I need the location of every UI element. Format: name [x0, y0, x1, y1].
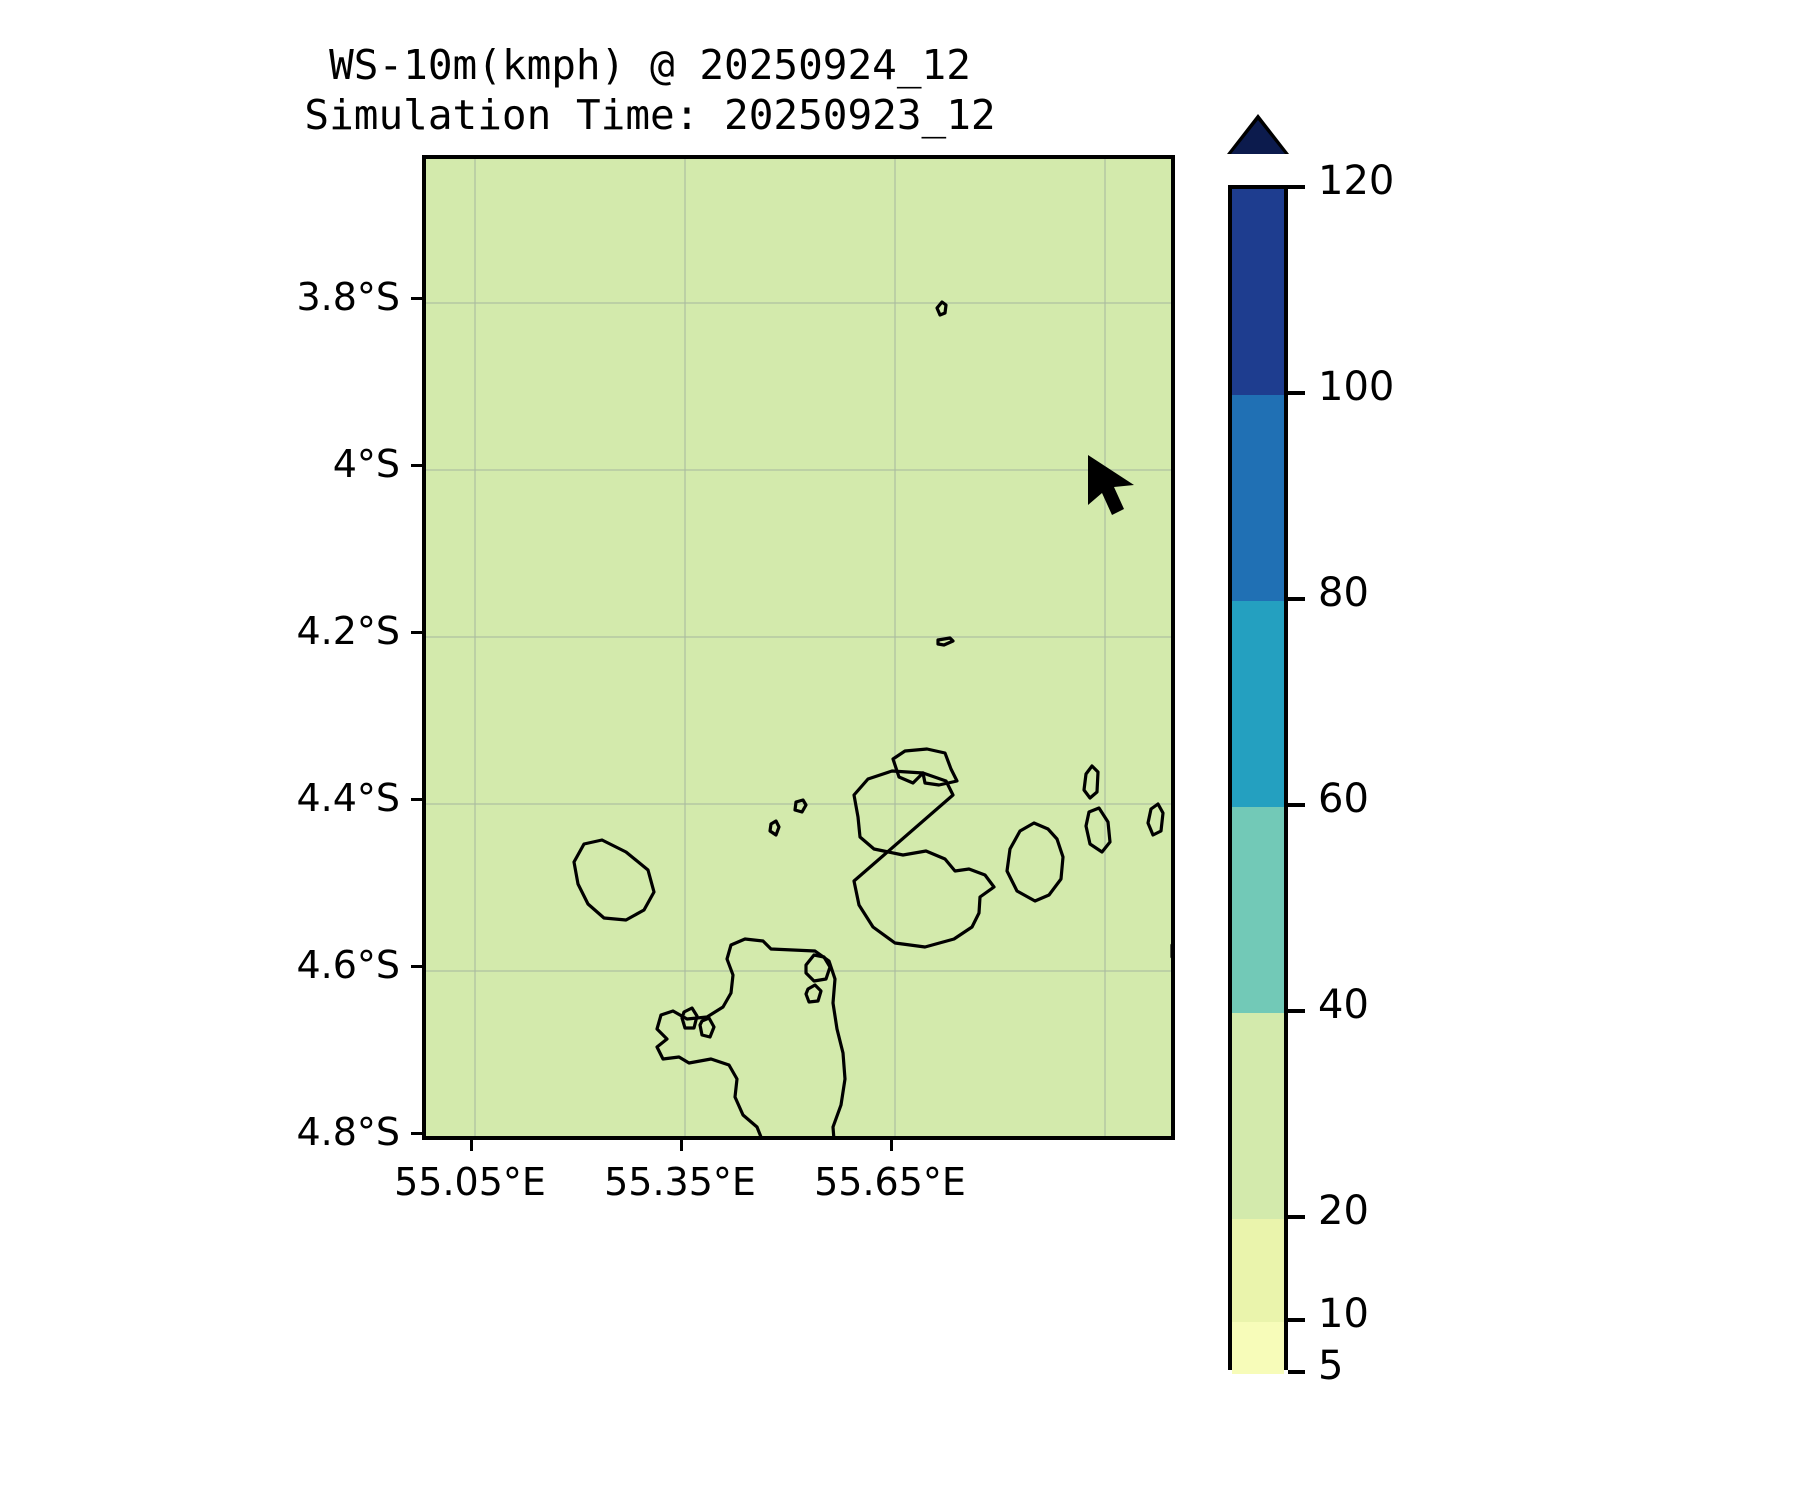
colorbar-band-20-40: [1232, 1013, 1284, 1219]
map-axes[interactable]: [422, 155, 1175, 1140]
coastline-mahe: [655, 937, 847, 1136]
y-tick-mark: [411, 464, 422, 467]
y-tick-label: 4.4°S: [296, 776, 400, 820]
colorbar-band-40-60: [1232, 807, 1284, 1013]
x-tick-mark: [680, 1140, 683, 1151]
title-line-2: Simulation Time: 20250923_12: [304, 91, 996, 139]
colorbar-tick-label: 5: [1318, 1343, 1344, 1389]
coastline-curieuse: [891, 747, 959, 787]
gridline-vertical: [474, 159, 476, 1136]
coastline-islet-a: [936, 636, 955, 647]
y-tick-mark: [411, 297, 422, 300]
colorbar-tick-mark: [1288, 1318, 1305, 1322]
coastline-bird-island: [935, 300, 948, 317]
colorbar-tick-mark: [1288, 1370, 1305, 1374]
map-plot-area: [426, 159, 1171, 1136]
gridline-vertical: [894, 159, 896, 1136]
gridline-vertical: [1104, 159, 1106, 1136]
coastline-islet-b: [793, 798, 808, 814]
x-tick-label: 55.65°E: [814, 1160, 966, 1204]
y-tick-mark: [411, 1132, 422, 1135]
colorbar-tick-mark: [1288, 185, 1305, 189]
gridline-horizontal: [426, 803, 1171, 805]
colorbar-tick-label: 40: [1318, 982, 1369, 1028]
y-tick-label: 4°S: [332, 442, 400, 486]
y-tick-label: 4.2°S: [296, 609, 400, 653]
colorbar-band-100-120: [1232, 189, 1284, 395]
gridline-horizontal: [426, 469, 1171, 471]
coastline-layer: [572, 300, 1171, 1136]
coastline-la-digue: [1005, 821, 1065, 903]
coastline-cerf: [804, 983, 823, 1004]
coastline-felicite: [1082, 764, 1100, 800]
coastline-praslin: [852, 769, 996, 949]
coastline-silhouette: [572, 838, 656, 922]
colorbar-gradient[interactable]: [1228, 185, 1288, 1374]
y-tick-label: 3.8°S: [296, 275, 400, 319]
coastline-grande-soeur: [1146, 802, 1165, 837]
coastline-islet-c: [768, 819, 781, 837]
y-tick-mark: [411, 798, 422, 801]
coastline-conception: [680, 1006, 699, 1030]
colorbar[interactable]: 120 100 80 60 40 20 10 5: [1227, 114, 1588, 1389]
y-tick-mark: [411, 965, 422, 968]
colorbar-band-80-100: [1232, 395, 1284, 601]
mouse-cursor-upper: [1088, 455, 1134, 515]
colorbar-tick-mark: [1288, 803, 1305, 807]
colorbar-band-10-20: [1232, 1219, 1284, 1322]
colorbar-tick-mark: [1288, 1215, 1305, 1219]
title-line-1: WS-10m(kmph) @ 20250924_12: [329, 41, 971, 89]
x-tick-mark: [890, 1140, 893, 1151]
figure-title: WS-10m(kmph) @ 20250924_12 Simulation Ti…: [0, 40, 1300, 140]
gridline-horizontal: [426, 1137, 1171, 1139]
colorbar-tick-mark: [1288, 1009, 1305, 1013]
colorbar-band-5-10: [1232, 1322, 1284, 1374]
x-tick-label: 55.05°E: [394, 1160, 546, 1204]
gridline-vertical: [684, 159, 686, 1136]
colorbar-tick-label: 80: [1318, 570, 1369, 616]
gridline-horizontal: [426, 302, 1171, 304]
colorbar-tick-mark: [1288, 597, 1305, 601]
x-tick-mark: [470, 1140, 473, 1151]
coastline-therese: [698, 1016, 716, 1039]
gridline-horizontal: [426, 970, 1171, 972]
colorbar-tick-label: 20: [1318, 1188, 1369, 1234]
colorbar-tick-label: 100: [1318, 364, 1395, 410]
coastline-ste-anne: [804, 953, 832, 983]
colorbar-tick-label: 10: [1318, 1291, 1369, 1337]
y-tick-label: 4.6°S: [296, 943, 400, 987]
y-tick-label: 4.8°S: [296, 1110, 400, 1154]
gridline-horizontal: [426, 636, 1171, 638]
colorbar-tick-label: 120: [1318, 158, 1395, 204]
coastline-marianne: [1084, 806, 1112, 854]
coastline-fregate: [1170, 943, 1171, 959]
y-tick-mark: [411, 631, 422, 634]
colorbar-band-60-80: [1232, 601, 1284, 807]
colorbar-tick-mark: [1288, 391, 1305, 395]
x-tick-label: 55.35°E: [604, 1160, 756, 1204]
colorbar-tick-label: 60: [1318, 776, 1369, 822]
colorbar-extend-arrow: [1231, 120, 1285, 154]
